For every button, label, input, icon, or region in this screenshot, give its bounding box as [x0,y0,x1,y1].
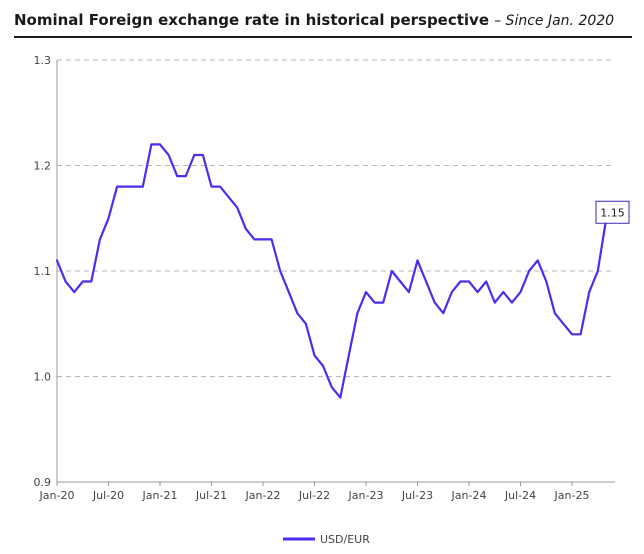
data-point [433,301,436,304]
data-point [296,312,299,315]
data-point [176,175,179,178]
data-point [468,280,470,283]
data-point [562,322,565,325]
x-tick-label: Jul-23 [401,489,433,502]
x-tick-label: Jul-22 [298,489,330,502]
data-point [73,291,76,293]
data-point [141,185,144,188]
chart-title: Nominal Foreign exchange rate in histori… [14,11,490,29]
x-tick-label: Jul-21 [195,489,227,502]
data-point [365,291,367,293]
end-label-box [595,200,630,224]
data-point [236,206,239,209]
data-point [579,333,582,336]
data-point [476,291,479,293]
axes [56,60,615,486]
data-point [347,354,350,357]
end-value-label: 1.15 [595,200,630,224]
data-point [81,280,84,283]
data-point [227,196,230,199]
data-point [425,280,427,283]
data-point [588,291,591,293]
data-point [99,238,101,241]
x-tick-label: Jan-20 [39,489,75,502]
data-point [571,333,573,336]
data-point [399,280,402,283]
data-point [459,280,462,283]
series-lines [55,143,608,399]
x-tick-label: Jan-24 [451,489,487,502]
x-tick-label: Jan-22 [245,489,281,502]
x-tick-label: Jul-24 [504,489,536,502]
x-tick-label: Jan-21 [142,489,178,502]
x-tick-labels: Jan-20 Jul-20 Jan-21 Jul-21 Jan-22 Jul-22 Jan-… [39,489,590,502]
legend: USD/EUR [283,533,370,546]
data-point [202,154,204,156]
x-tick-label: Jan-25 [554,489,590,502]
legend-label: USD/EUR [320,533,370,546]
data-point [64,280,67,283]
data-point [442,312,445,315]
data-point [56,259,58,262]
data-point [545,280,548,283]
y-tick-label: 1.2 [34,160,52,173]
end-label-text: 1.15 [600,206,625,219]
data-point [536,259,539,262]
data-point [330,386,333,388]
data-point [511,301,513,304]
data-point [270,238,273,241]
y-tick-label: 0.9 [34,476,52,489]
data-point [322,365,324,367]
data-point [167,154,170,156]
data-point [553,312,556,315]
data-point [124,185,127,188]
data-point [408,291,410,293]
data-point [450,291,453,293]
data-point [116,185,118,188]
y-tick-label: 1.1 [34,265,52,278]
data-point [305,322,307,325]
y-tick-label: 1.0 [34,371,52,384]
data-point [159,143,161,146]
data-point [373,301,376,304]
chart-title-bar: Nominal Foreign exchange rate in histori… [14,10,632,38]
data-point [313,354,316,357]
data-point [219,185,222,188]
x-tick-label: Jul-20 [92,489,124,502]
data-point [193,154,196,156]
data-point [90,280,93,283]
data-point [244,227,247,230]
data-point [528,270,530,272]
data-point [596,270,599,272]
data-point [416,259,419,262]
y-tick-labels: 0.9 1.0 1.1 1.2 1.3 [34,54,52,489]
data-point [356,312,359,315]
data-point [279,270,282,272]
data-point [485,280,488,283]
data-point [150,143,153,146]
x-tick-label: Jan-23 [348,489,384,502]
chart-subtitle: – Since Jan. 2020 [494,13,615,29]
data-point [382,301,385,304]
data-point [339,396,342,399]
data-point [519,291,522,293]
data-point [253,238,256,241]
data-point [107,217,110,220]
data-point [390,270,393,272]
data-point [287,291,290,293]
data-point [184,175,187,178]
data-point [502,291,505,293]
gridlines [57,59,615,377]
data-point [210,185,213,188]
y-tick-label: 1.3 [34,54,52,67]
data-point [493,301,496,304]
data-point [262,238,264,241]
data-point [133,185,136,188]
